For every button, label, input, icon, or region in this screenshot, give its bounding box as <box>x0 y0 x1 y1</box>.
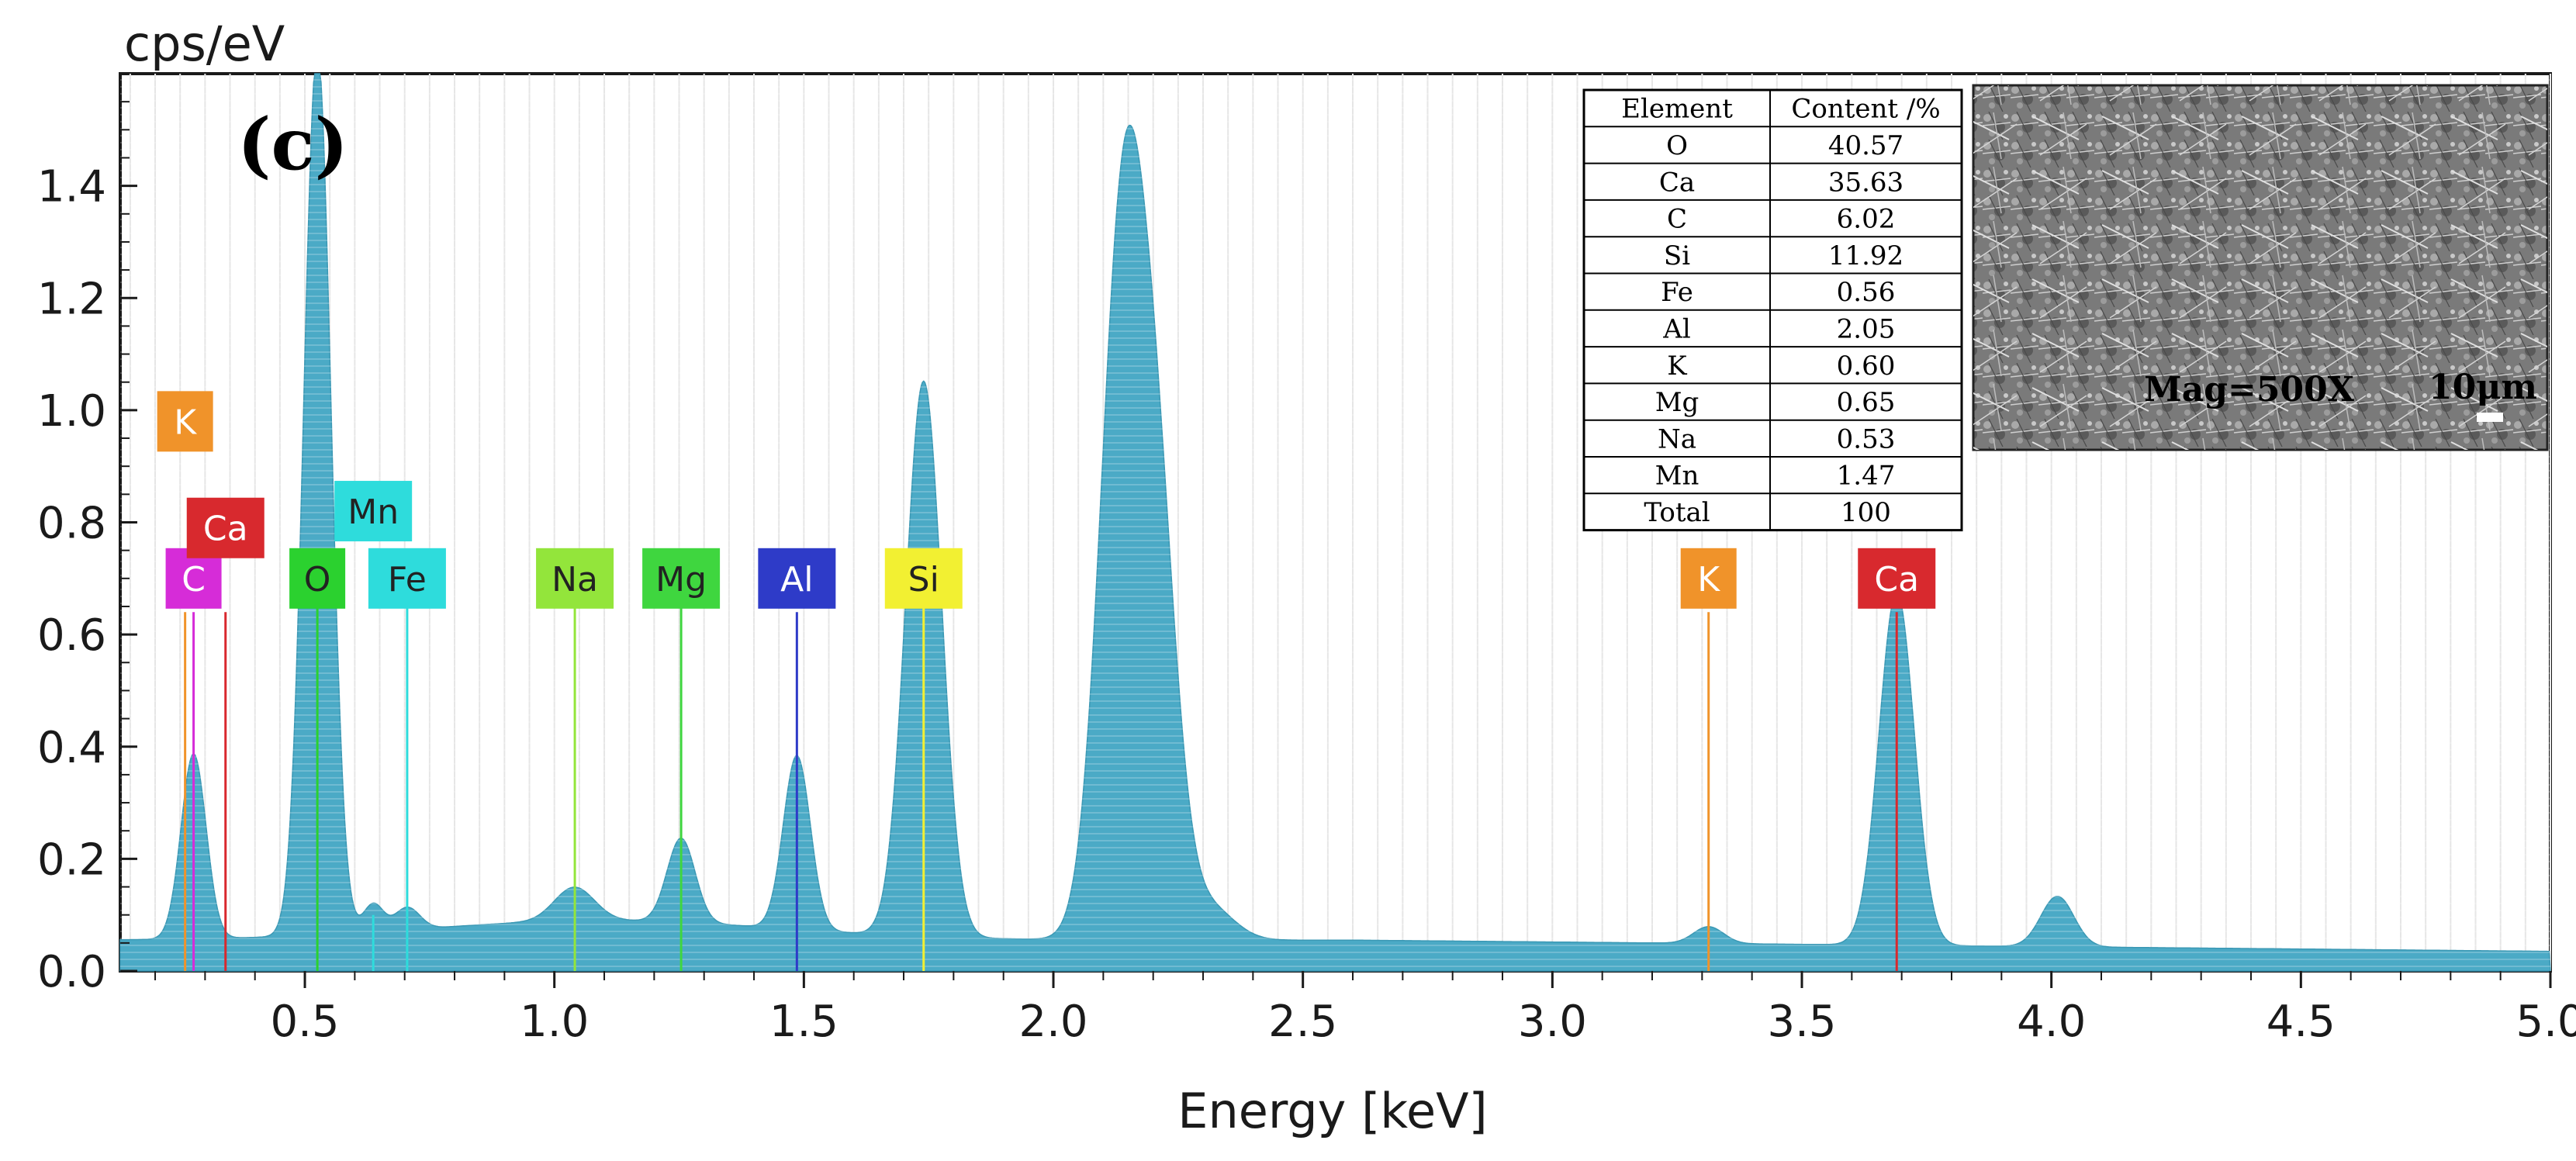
y-tick-label: 1.0 <box>37 386 106 437</box>
marker-label-k: K <box>1697 560 1720 600</box>
marker-label-ca: Ca <box>1874 560 1919 600</box>
marker-box-fe <box>368 548 446 609</box>
x-tick-label: 1.0 <box>520 997 589 1047</box>
x-tick-label: 2.0 <box>1018 997 1087 1047</box>
sem-micrograph: Mag=500X 10μm <box>1972 84 2549 451</box>
marker-box-ca <box>186 497 265 558</box>
table-cell: 11.92 <box>1828 240 1903 271</box>
marker-label-si: Si <box>908 560 939 600</box>
scale-bar <box>2477 413 2503 422</box>
table-header-cell: Element <box>1621 94 1733 125</box>
table-cell: 35.63 <box>1828 167 1903 198</box>
x-tick-label: 5.0 <box>2515 997 2576 1047</box>
y-tick-label: 0.8 <box>37 499 106 549</box>
magnification-label: Mag=500X <box>2144 370 2355 409</box>
table-cell: Mn <box>1655 461 1699 492</box>
x-tick-label: 4.0 <box>2017 997 2086 1047</box>
scale-bar-label: 10μm <box>2429 368 2537 407</box>
marker-label-na: Na <box>552 560 598 600</box>
table-header-cell: Content /% <box>1791 94 1940 125</box>
x-axis-title: Energy [keV] <box>1177 1083 1487 1139</box>
marker-box-k <box>157 391 213 452</box>
y-tick-label: 0.0 <box>37 947 106 997</box>
spectrum-fill <box>119 73 2551 972</box>
x-tick-label: 3.5 <box>1767 997 1836 1047</box>
table-cell: 100 <box>1841 497 1891 528</box>
table-cell: K <box>1667 351 1687 382</box>
y-tick-label: 0.4 <box>37 723 106 773</box>
x-tick-label: 1.5 <box>769 997 838 1047</box>
y-tick-label: 1.2 <box>37 274 106 324</box>
table-cell: 2.05 <box>1837 313 1896 344</box>
x-tick-label: 4.5 <box>2267 997 2336 1047</box>
table-cell: Mg <box>1655 387 1699 418</box>
y-axis-title: cps/eV <box>124 16 285 72</box>
table-cell: 0.60 <box>1837 351 1896 382</box>
marker-box-ca <box>1858 548 1936 609</box>
marker-label-mn: Mn <box>348 492 399 532</box>
table-cell: Na <box>1658 423 1696 454</box>
axes: 0.0 0.2 0.4 0.6 0.8 1.0 1.2 1.4 0.5 1.0 1.5 2.0 2.5 3… <box>37 101 2576 1047</box>
y-tick-label: 0.2 <box>37 834 106 885</box>
x-tick-label: 3.0 <box>1518 997 1587 1047</box>
composition-table: Element Content /% O 40.57 Ca 35.63 C 6.02 Si 11.… <box>1582 88 1963 532</box>
element-markers: C Ca K O Mn Fe Na Mg Al Si K Ca <box>157 391 1936 971</box>
table-cell: 0.65 <box>1837 387 1896 418</box>
marker-box-na <box>536 548 614 609</box>
marker-box-si <box>884 548 963 609</box>
x-tick-label: 0.5 <box>270 997 339 1047</box>
table-cell: 1.47 <box>1837 461 1896 492</box>
marker-box-mg <box>642 548 721 609</box>
marker-label-o: O <box>304 560 331 600</box>
table-cell: Ca <box>1659 167 1695 198</box>
table-cell: Si <box>1664 240 1690 271</box>
marker-box-o <box>289 548 346 609</box>
marker-label-k: K <box>174 403 197 442</box>
table-cell: Fe <box>1661 277 1693 308</box>
marker-label-ca: Ca <box>203 510 248 549</box>
table-cell: O <box>1666 130 1688 161</box>
y-tick-label: 0.6 <box>37 610 106 661</box>
table-cell: 6.02 <box>1837 204 1896 235</box>
table-cell: Total <box>1644 497 1710 528</box>
table-cell: Al <box>1662 313 1690 344</box>
table-cell: 0.53 <box>1837 423 1896 454</box>
marker-label-al: Al <box>780 560 813 600</box>
table-cell: 40.57 <box>1828 130 1903 161</box>
table-cell: C <box>1667 204 1687 235</box>
marker-box-mn <box>334 481 413 542</box>
table-cell: 0.56 <box>1837 277 1896 308</box>
x-tick-label: 2.5 <box>1268 997 1337 1047</box>
marker-box-k <box>1680 548 1737 609</box>
spectrum-area <box>119 73 2551 972</box>
y-tick-label: 1.4 <box>37 162 106 213</box>
marker-box-al <box>758 548 836 609</box>
panel-label: (c) <box>237 102 348 186</box>
marker-label-mg: Mg <box>655 560 707 600</box>
marker-box-c <box>165 548 222 609</box>
marker-label-fe: Fe <box>388 560 427 600</box>
marker-label-c: C <box>182 560 206 600</box>
